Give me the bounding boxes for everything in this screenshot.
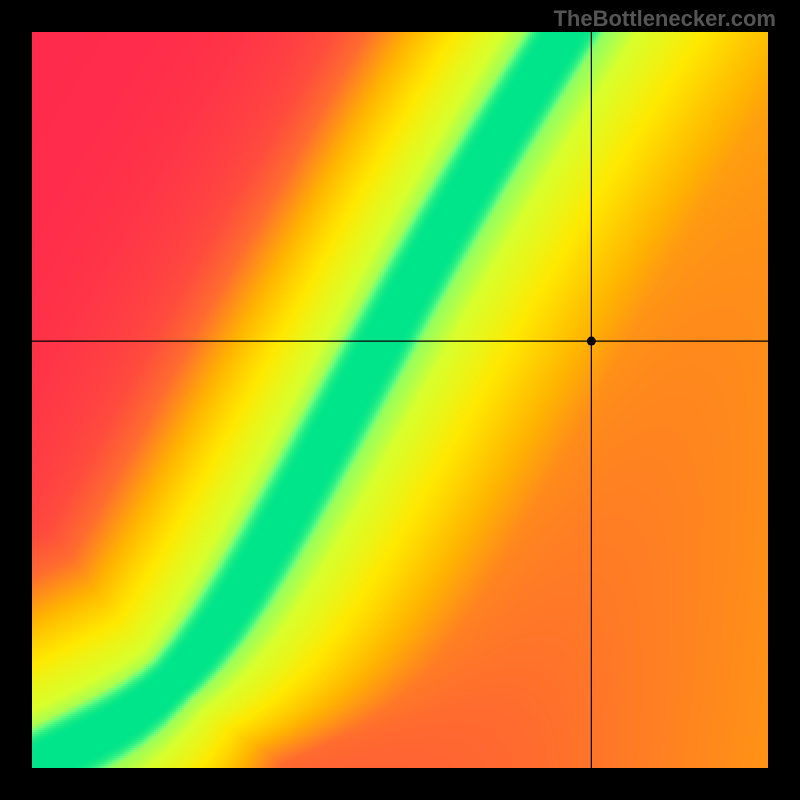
chart-container: TheBottlenecker.com [0,0,800,800]
watermark-text: TheBottlenecker.com [553,6,776,32]
heatmap-plot [32,32,768,768]
crosshair-overlay [32,32,768,768]
